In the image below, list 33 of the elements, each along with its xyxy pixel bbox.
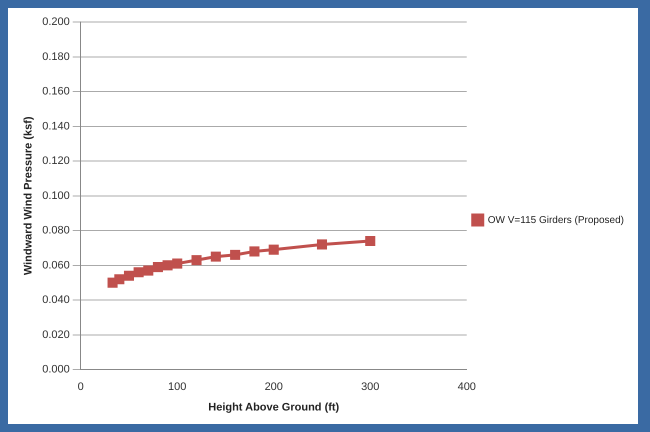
y-tick-label: 0.200 — [42, 16, 70, 28]
point — [230, 250, 240, 260]
point — [162, 260, 173, 270]
y-tick-label: 0.080 — [42, 224, 70, 237]
y-axis-title: Windward Wind Pressure (ksf) — [22, 116, 35, 276]
y-tick-label: 0.180 — [42, 50, 70, 63]
point — [249, 246, 260, 256]
y-tick-label: 0.020 — [42, 328, 70, 341]
point — [143, 266, 154, 276]
point — [210, 252, 221, 262]
x-tick-label: 300 — [361, 381, 380, 394]
x-tick-label: 100 — [168, 381, 186, 394]
x-tick-label: 0 — [78, 381, 84, 394]
y-tick-label: 0.100 — [42, 190, 70, 202]
y-tick-label: 0.120 — [42, 155, 70, 168]
point — [268, 244, 279, 255]
y-tick-label: 0.000 — [42, 364, 70, 376]
y-tick-label: 0.040 — [42, 294, 70, 306]
legend-label: OW V=115 Girders (Proposed) — [488, 214, 624, 226]
x-tick-label: 200 — [264, 381, 283, 394]
y-tick-label: 0.140 — [42, 120, 70, 132]
point — [152, 262, 163, 272]
point — [114, 274, 124, 284]
point — [365, 236, 376, 246]
point — [124, 270, 134, 281]
y-tick-label: 0.060 — [42, 259, 70, 272]
x-axis-title: Height Above Ground (ft) — [208, 401, 340, 414]
point — [134, 267, 144, 278]
y-tick-label: 0.160 — [42, 86, 70, 98]
point — [191, 255, 202, 266]
x-tick-label: 400 — [458, 381, 476, 394]
point — [172, 258, 182, 269]
point — [316, 239, 328, 250]
